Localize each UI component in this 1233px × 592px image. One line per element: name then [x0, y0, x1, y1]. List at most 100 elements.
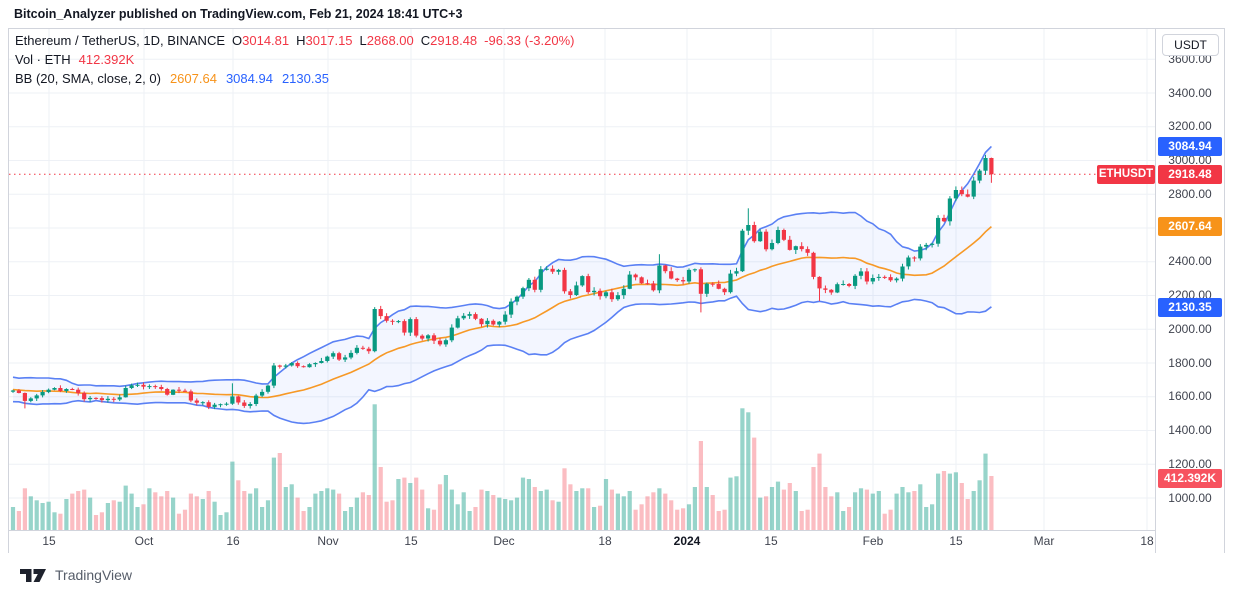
volume-bar: [301, 511, 306, 530]
volume-bar: [16, 511, 21, 530]
candle-body: [509, 301, 514, 315]
currency-toggle-button[interactable]: USDT: [1162, 34, 1219, 56]
symbol-title[interactable]: Ethereum / TetherUS, 1D, BINANCE: [15, 33, 226, 48]
candle-body: [900, 266, 905, 279]
candle-body: [491, 320, 496, 325]
volume-bar: [609, 489, 614, 530]
volume-bar: [426, 508, 431, 530]
volume-bar: [171, 497, 176, 530]
candle-body: [360, 347, 365, 349]
candle-body: [141, 384, 146, 387]
volume-bar: [598, 505, 603, 530]
volume-bar: [977, 480, 982, 530]
ohlc-label: C: [420, 33, 431, 48]
volume-bar: [325, 488, 330, 530]
volume-bar: [135, 507, 140, 530]
candle-body: [586, 276, 591, 293]
volume-bar: [271, 457, 276, 530]
candle-body: [414, 319, 419, 336]
candle-body: [704, 283, 709, 294]
candle-body: [443, 340, 448, 345]
bb-indicator-label[interactable]: BB (20, SMA, close, 2, 0): [15, 71, 161, 86]
volume-bar: [378, 467, 383, 530]
volume-value: 412.392K: [78, 52, 135, 67]
bb-value: 2130.35: [281, 71, 329, 86]
price-axis-tick: 2400.00: [1168, 254, 1212, 269]
candle-body: [645, 283, 650, 285]
volume-bar: [603, 479, 609, 530]
volume-bar: [455, 504, 460, 530]
chart-pane[interactable]: Ethereum / TetherUS, 1D, BINANCE O3014.81…: [9, 29, 1155, 530]
candle-body: [426, 335, 431, 339]
volume-bar: [159, 496, 164, 530]
volume-bar: [176, 513, 182, 530]
volume-bar: [621, 496, 626, 530]
candle-body: [906, 257, 911, 267]
volume-bar: [206, 491, 211, 530]
tradingview-logo-icon[interactable]: [20, 568, 47, 583]
candle-body: [408, 319, 413, 333]
candle-body: [171, 389, 176, 395]
volume-bar: [200, 499, 205, 530]
legend-volume-row[interactable]: Vol · ETH 412.392K: [15, 50, 574, 69]
tradingview-brand-text[interactable]: TradingView: [55, 567, 133, 583]
price-axis-tick: 1600.00: [1168, 389, 1212, 404]
time-axis-tick: 18: [1140, 534, 1154, 548]
candle-body: [764, 231, 769, 250]
legend-bb-row[interactable]: BB (20, SMA, close, 2, 0) 2607.64 3084.94 2…: [15, 69, 574, 88]
volume-bar: [129, 493, 134, 530]
volume-bar: [894, 493, 899, 530]
candle-body: [947, 198, 952, 222]
ohlc-label: L: [359, 33, 367, 48]
volume-indicator-label[interactable]: Vol · ETH: [15, 52, 71, 67]
candle-body: [758, 231, 763, 242]
candle-body: [248, 404, 253, 406]
volume-bar: [437, 484, 443, 530]
candle-body: [188, 391, 193, 401]
candle-body: [716, 283, 721, 289]
candle-body: [639, 277, 644, 284]
candle-body: [236, 396, 241, 403]
time-axis-tick: Nov: [317, 534, 339, 548]
volume-bar: [556, 501, 561, 530]
candle-body: [295, 363, 300, 367]
candle-body: [912, 257, 917, 259]
volume-bar: [99, 512, 104, 530]
candle-body: [10, 390, 16, 392]
volume-bar: [283, 487, 288, 530]
candle-body: [194, 400, 199, 403]
candle-body: [574, 285, 579, 295]
candle-body: [580, 276, 585, 286]
candle-body: [40, 392, 45, 396]
bb-lower-band: [12, 295, 992, 425]
candle-body: [325, 356, 330, 361]
candle-body: [971, 180, 976, 197]
time-axis-tick: 15: [949, 534, 963, 548]
legend-symbol-row[interactable]: Ethereum / TetherUS, 1D, BINANCE O3014.81…: [15, 31, 574, 50]
volume-bar: [461, 492, 466, 530]
candle-body: [894, 278, 899, 281]
candle-body: [153, 386, 158, 388]
price-axis[interactable]: 1000.00 1200.00 1400.00 1600.00 1800.00 2000.…: [1155, 29, 1224, 553]
volume-bar: [58, 513, 63, 530]
candle-body: [769, 243, 775, 250]
candlestick-canvas[interactable]: [9, 29, 1155, 530]
volume-bar: [497, 497, 502, 530]
volume-bar: [918, 484, 923, 530]
candle-body: [93, 397, 99, 399]
candle-body: [99, 398, 104, 401]
volume-bar: [64, 499, 69, 530]
time-axis[interactable]: 15 Oct 16 Nov 15 Dec 18 2024 15 Feb 15 Mar 18: [9, 530, 1224, 553]
candle-body: [787, 239, 792, 250]
volume-bar: [823, 487, 828, 530]
volume-bar: [864, 489, 869, 530]
candle-body: [710, 283, 715, 285]
volume-bar: [675, 509, 680, 530]
candle-body: [592, 290, 597, 293]
candle-body: [781, 230, 786, 240]
candle-body: [651, 283, 656, 291]
volume-bar: [817, 453, 822, 530]
candle-body: [22, 393, 27, 401]
ohlc-value: 2868.00: [366, 33, 414, 48]
volume-bar: [467, 511, 472, 530]
